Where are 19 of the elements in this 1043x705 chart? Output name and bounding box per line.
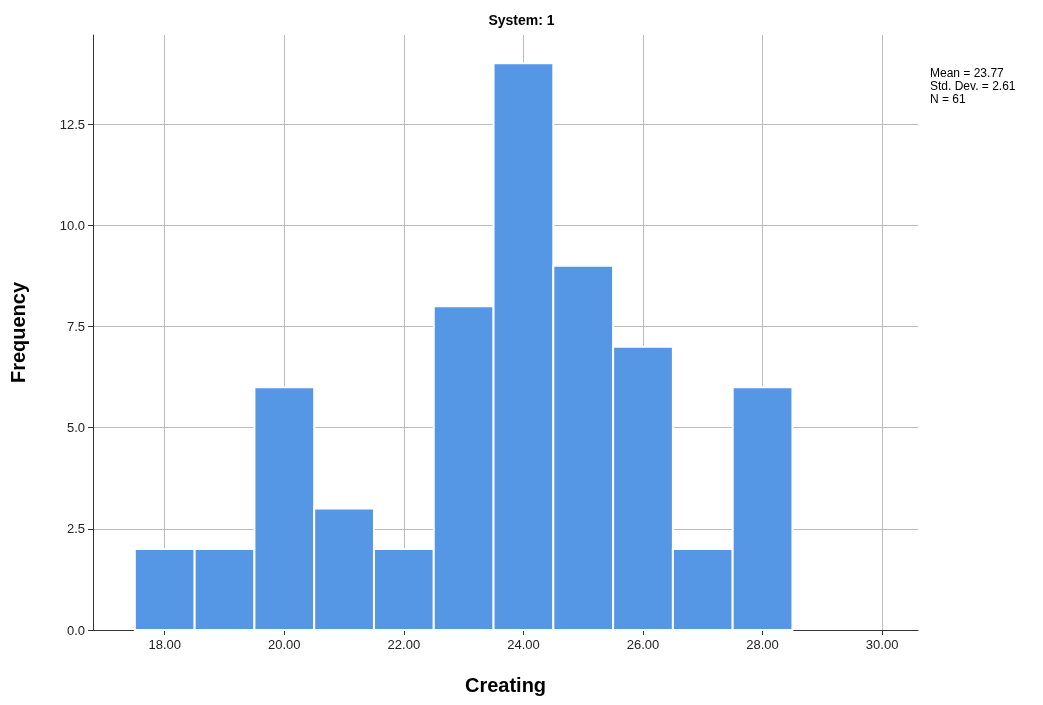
y-tick-label: 7.5 bbox=[66, 318, 85, 334]
y-tick-label: 5.0 bbox=[66, 420, 85, 436]
y-tick-label: 0.0 bbox=[66, 622, 85, 638]
x-tick-label: 30.00 bbox=[865, 637, 899, 652]
x-tick-label: 18.00 bbox=[148, 637, 182, 652]
text: Mean = 23.77 bbox=[930, 65, 1005, 80]
x-tick-label: 20.00 bbox=[268, 637, 301, 652]
x-tick-label: 28.00 bbox=[746, 637, 779, 652]
y-tick-label: 2.5 bbox=[66, 521, 85, 537]
chart-title: System: 1 bbox=[488, 12, 555, 28]
x-tick-label: 22.00 bbox=[387, 637, 421, 652]
x-axis-title: Creating bbox=[464, 674, 547, 696]
x-tick-label: 24.00 bbox=[507, 637, 540, 652]
text: Std. Dev. = 2.61 bbox=[930, 78, 1016, 93]
y-axis-title: Frequency bbox=[7, 281, 29, 384]
x-tick-label: 26.00 bbox=[626, 637, 660, 652]
y-tick-label: 12.5 bbox=[59, 116, 85, 132]
text: N = 61 bbox=[930, 91, 967, 106]
y-tick-label: 10.0 bbox=[59, 217, 85, 233]
